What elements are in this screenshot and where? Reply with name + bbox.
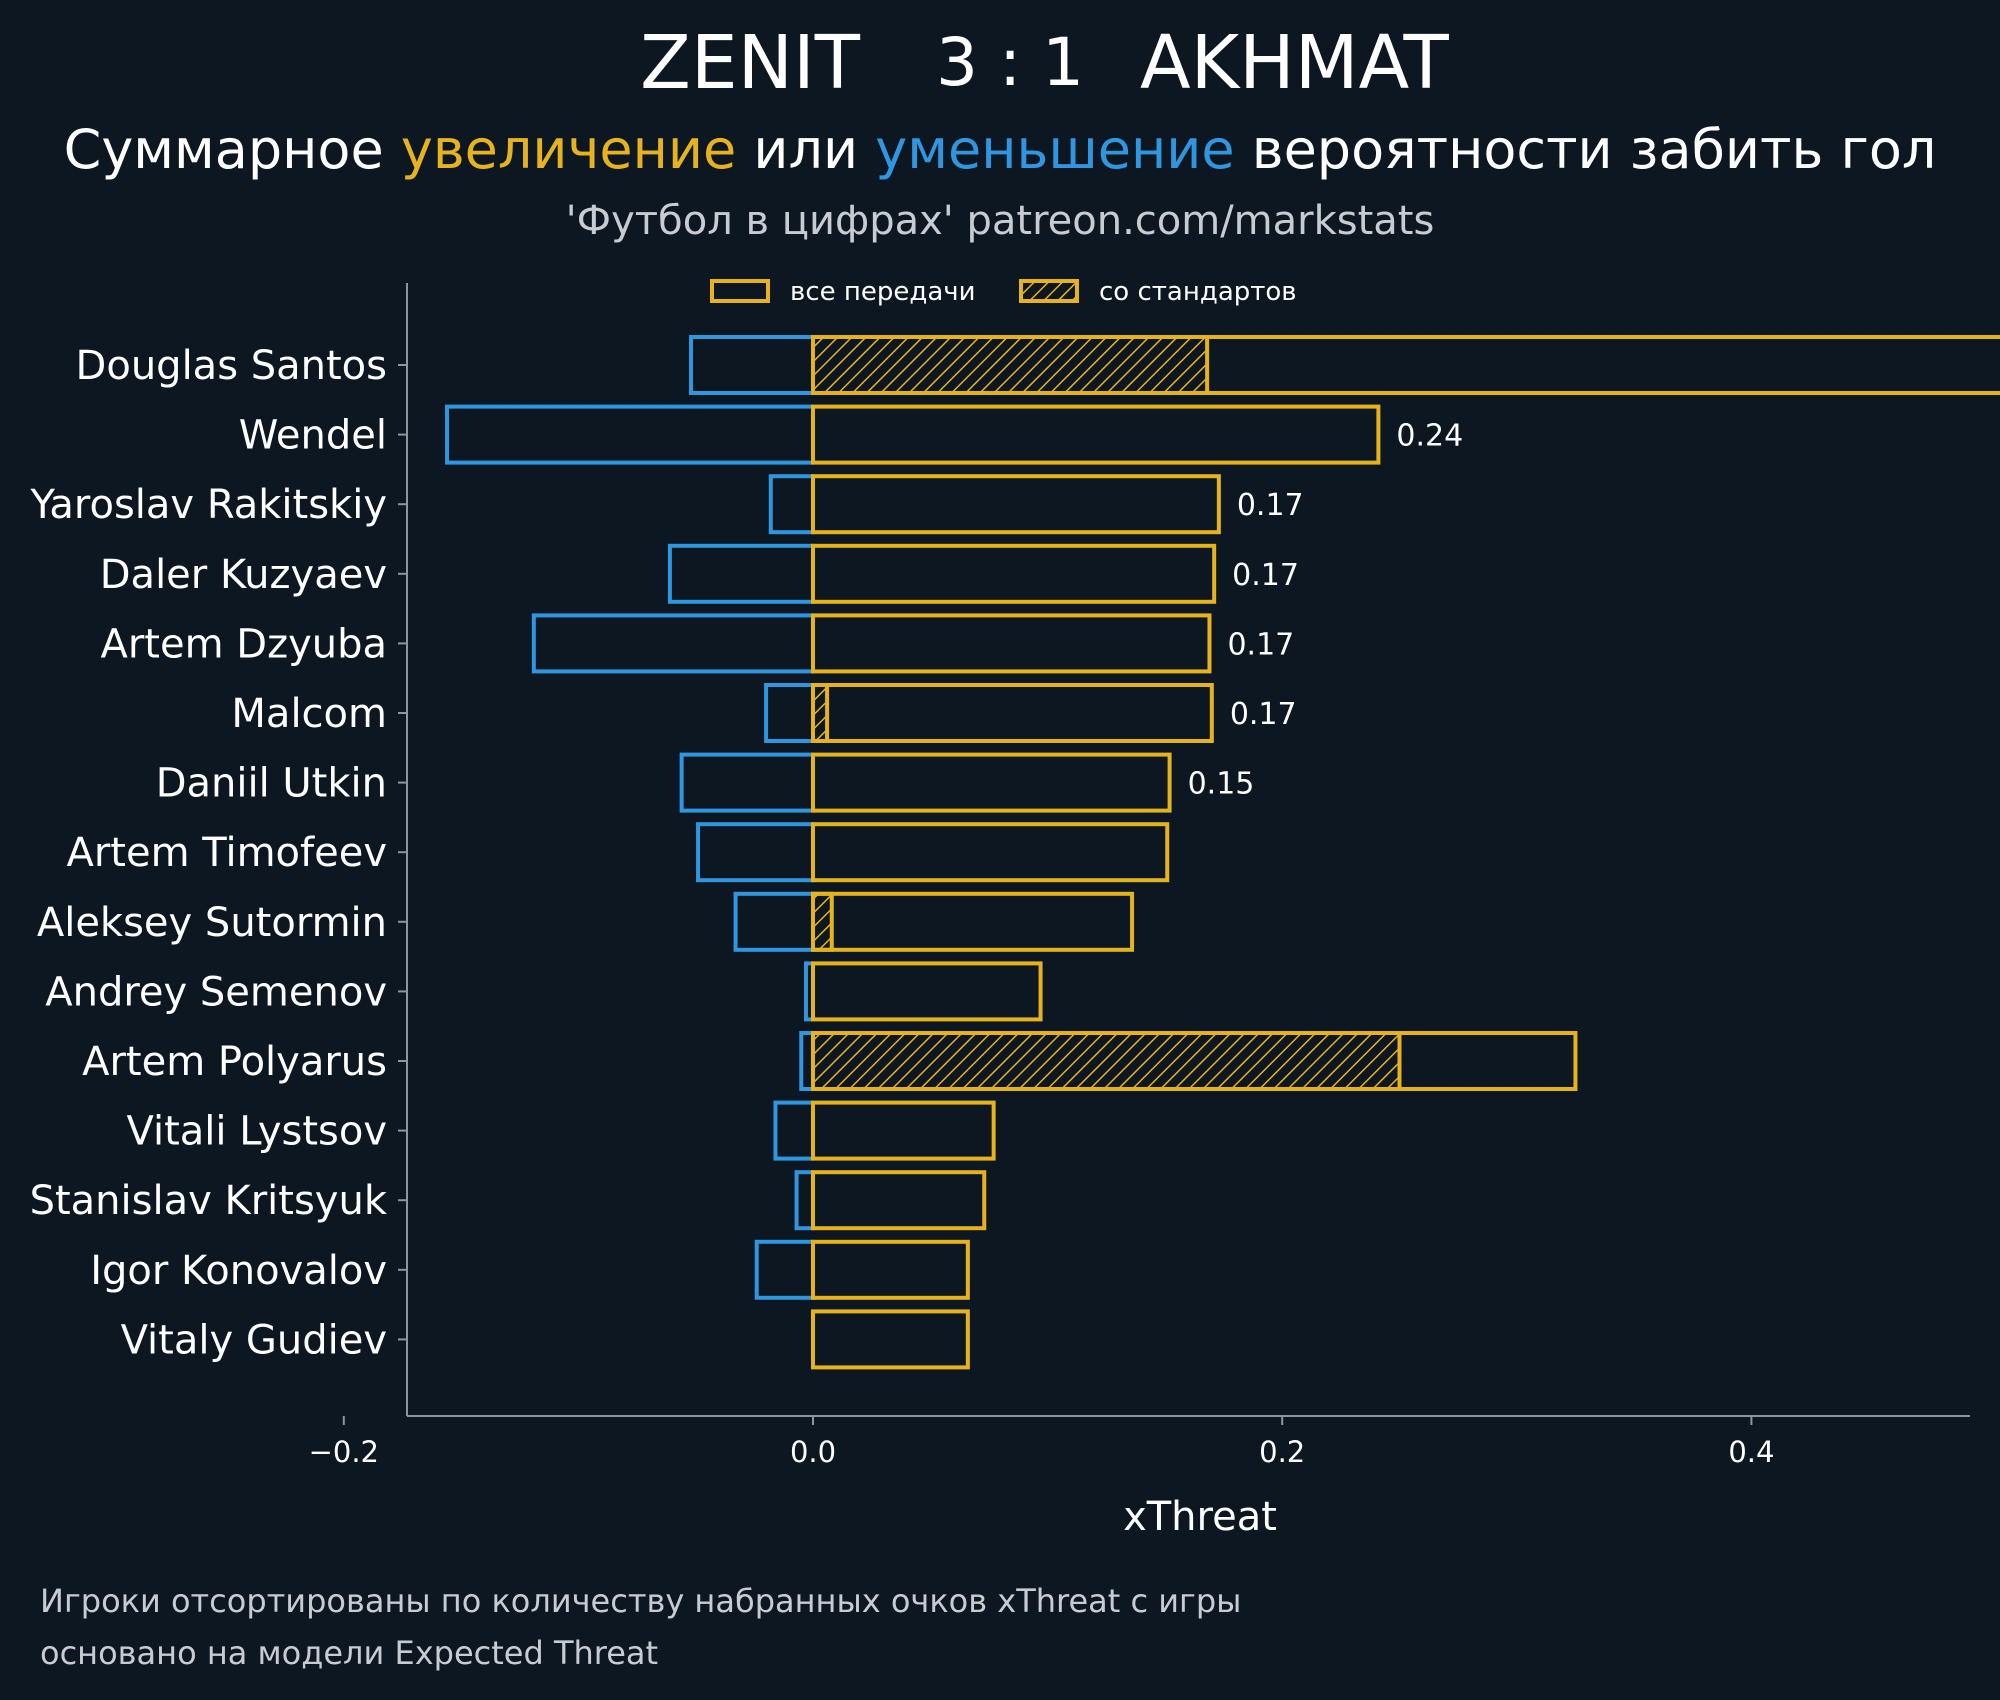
subtitle-part-1: Суммарное — [63, 118, 401, 181]
bar-positive-daler-kuzyaev — [811, 543, 1217, 604]
bar-negative-daler-kuzyaev — [667, 543, 815, 604]
subtitle-part-2: или — [736, 118, 876, 181]
bar-positive-stanislav-kritsyuk — [811, 1170, 987, 1231]
bar-positive-malcom — [811, 683, 1214, 743]
y-label-igor-konovalov: Igor Konovalov — [90, 1248, 387, 1294]
bar-positive-daniil-utkin — [811, 752, 1172, 813]
value-label-daniil-utkin: 0.15 — [1188, 767, 1255, 802]
y-label-malcom: Malcom — [231, 691, 387, 737]
bar-positive-artem-timofeev — [811, 822, 1170, 883]
x-tick-label-1: 0.0 — [790, 1435, 836, 1469]
value-label-malcom: 0.17 — [1230, 697, 1297, 732]
bar-negative-yaroslav-rakitskiy — [768, 474, 815, 535]
bar-set-pieces-douglas-santos — [811, 335, 1210, 395]
y-label-wendel: Wendel — [239, 413, 387, 459]
bar-negative-artem-timofeev — [696, 822, 816, 883]
x-axis-label: xThreat — [1123, 1494, 1277, 1540]
bar-positive-igor-konovalov — [811, 1239, 970, 1300]
chart-subtitle: Суммарное увеличение или уменьшение веро… — [0, 118, 2000, 181]
legend-label-all-passes: все передачи — [790, 277, 976, 307]
value-label-wendel: 0.24 — [1396, 419, 1463, 454]
y-label-artem-dzyuba: Artem Dzyuba — [100, 621, 387, 667]
legend-swatch-set-pieces — [1019, 279, 1079, 303]
y-label-daniil-utkin: Daniil Utkin — [156, 761, 387, 807]
bar-positive-douglas-santos — [811, 335, 2000, 395]
y-label-vitali-lystsov: Vitali Lystsov — [126, 1109, 387, 1155]
home-team-name: ZENIT — [640, 20, 860, 106]
subtitle-increase-word: увеличение — [400, 118, 737, 181]
bar-negative-igor-konovalov — [754, 1239, 815, 1300]
legend: все передачи со стандартов — [710, 277, 1297, 307]
bars: 0.790.240.170.170.170.170.15 — [445, 335, 2000, 1370]
bar-positive-andrey-semenov — [811, 961, 1043, 1022]
bar-negative-stanislav-kritsyuk — [794, 1170, 816, 1231]
x-ticks: −0.20.00.20.40.60.8 — [309, 1416, 1774, 1469]
x-tick-label-0: −0.2 — [309, 1435, 379, 1469]
chart-source: 'Футбол в цифрах' patreon.com/markstats — [565, 198, 1435, 244]
bar-negative-douglas-santos — [689, 335, 815, 395]
subtitle-part-3: вероятности забить гол — [1234, 118, 1937, 181]
y-label-daler-kuzyaev: Daler Kuzyaev — [100, 552, 387, 598]
legend-label-set-pieces: со стандартов — [1099, 277, 1297, 307]
bar-positive-yaroslav-rakitskiy — [811, 474, 1221, 535]
bar-set-pieces-artem-polyarus — [811, 1031, 1402, 1091]
value-label-yaroslav-rakitskiy: 0.17 — [1237, 488, 1304, 523]
bar-set-pieces-aleksey-sutormin — [811, 891, 834, 952]
y-tick-labels: Douglas Santos Wendel Yaroslav Rakitskiy Da… — [29, 343, 407, 1363]
x-tick-label-2: 0.2 — [1259, 1435, 1305, 1469]
bar-positive-vitaly-gudiev — [811, 1309, 970, 1370]
y-label-artem-timofeev: Artem Timofeev — [66, 830, 387, 876]
y-label-aleksey-sutormin: Aleksey Sutormin — [37, 900, 387, 946]
legend-swatch-all-passes — [710, 279, 770, 303]
bar-set-pieces-malcom — [811, 683, 830, 743]
subtitle-decrease-word: уменьшение — [875, 118, 1235, 181]
y-label-douglas-santos: Douglas Santos — [76, 343, 387, 389]
bar-positive-aleksey-sutormin — [811, 891, 1135, 952]
axes — [406, 283, 1970, 1417]
bar-negative-aleksey-sutormin — [733, 891, 815, 952]
y-label-stanislav-kritsyuk: Stanislav Kritsyuk — [30, 1178, 388, 1224]
footnote-model: основано на модели Expected Threat — [40, 1634, 659, 1672]
y-label-vitaly-gudiev: Vitaly Gudiev — [121, 1317, 387, 1363]
y-label-artem-polyarus: Artem Polyarus — [82, 1039, 387, 1085]
bar-negative-wendel — [445, 404, 815, 465]
bar-positive-artem-dzyuba — [811, 613, 1212, 674]
bar-negative-malcom — [764, 683, 816, 743]
chart-title: ZENIT 3 : 1 AKHMAT — [0, 20, 2000, 130]
bar-positive-artem-polyarus — [811, 1031, 1578, 1091]
bar-negative-daniil-utkin — [679, 752, 816, 813]
value-label-daler-kuzyaev: 0.17 — [1232, 558, 1299, 593]
y-label-yaroslav-rakitskiy: Yaroslav Rakitskiy — [29, 482, 387, 528]
value-label-artem-dzyuba: 0.17 — [1227, 627, 1294, 662]
bar-negative-vitali-lystsov — [773, 1100, 815, 1161]
bar-positive-vitali-lystsov — [811, 1100, 996, 1161]
bar-negative-artem-dzyuba — [531, 613, 815, 674]
footnote-sorting: Игроки отсортированы по количеству набра… — [40, 1582, 1242, 1620]
bar-positive-wendel — [811, 404, 1381, 465]
y-label-andrey-semenov: Andrey Semenov — [45, 969, 387, 1015]
match-score: 3 : 1 — [936, 24, 1085, 101]
x-tick-label-3: 0.4 — [1728, 1435, 1774, 1469]
away-team-name: AKHMAT — [1140, 20, 1449, 106]
